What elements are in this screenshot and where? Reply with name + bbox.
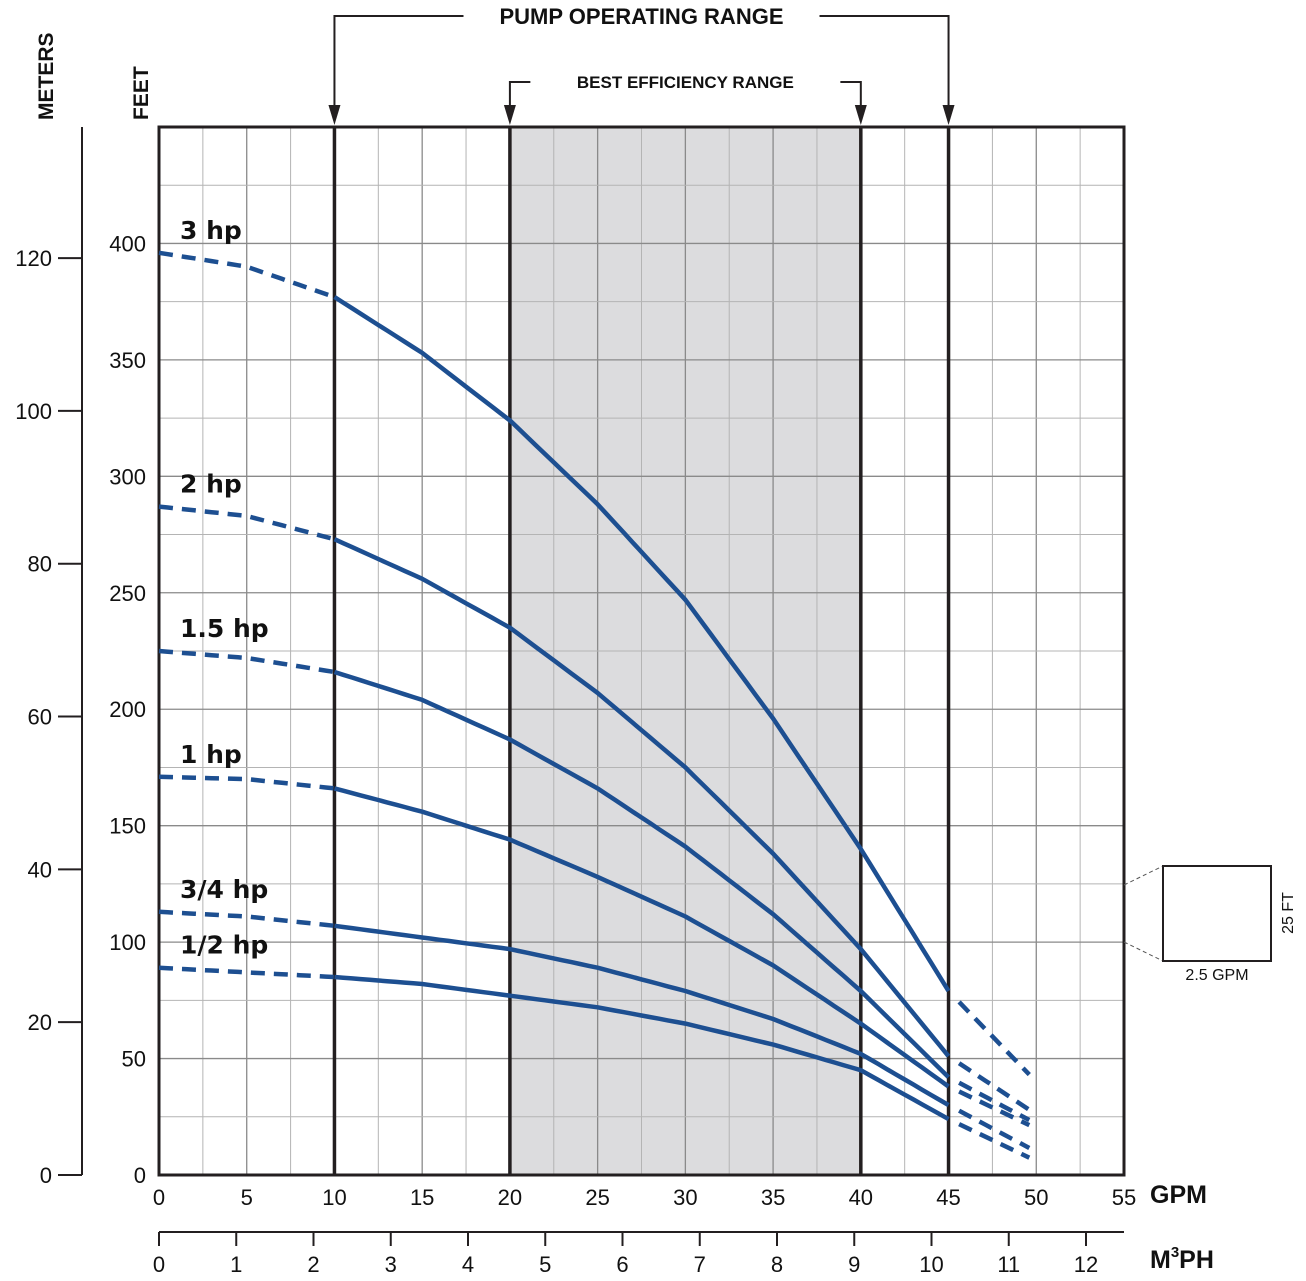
hp-label: 3 hp <box>180 216 242 245</box>
curve-dashed-start <box>158 774 335 791</box>
legend-guide-bottom <box>1123 941 1164 962</box>
x-m3ph-axis-title-suffix: PH <box>1179 1246 1214 1274</box>
curve-solid <box>334 923 950 1108</box>
hp-label: 1 hp <box>180 740 242 769</box>
x-gpm-tick-label: 0 <box>153 1185 165 1210</box>
y-meters-tick-label: 20 <box>28 1010 52 1035</box>
best-efficiency-bracket-right <box>840 81 862 121</box>
y-meters-axis-title: METERS <box>35 32 58 120</box>
x-gpm-tick-label: 55 <box>1112 1185 1136 1210</box>
x-m3ph-tick-label: 8 <box>771 1252 783 1277</box>
x-m3ph-tick-label: 4 <box>462 1252 474 1277</box>
curve-solid <box>333 537 951 1058</box>
legend-square <box>1162 865 1272 962</box>
y-feet-tick-label: 250 <box>109 581 146 606</box>
curve-dashed-start <box>158 648 335 675</box>
curve-dashed-start <box>158 965 335 980</box>
x-m3ph-tick-label: 0 <box>153 1252 165 1277</box>
curve-solid <box>334 974 950 1122</box>
curve-solid <box>333 669 951 1079</box>
curve-dashed-end <box>958 1080 1031 1122</box>
curve-dashed-end <box>958 1122 1031 1160</box>
y-meters-tick-label: 0 <box>40 1163 52 1188</box>
curve-dashed-end <box>957 1000 1031 1077</box>
x-gpm-tick-label: 50 <box>1024 1185 1048 1210</box>
hp-label: 2 hp <box>180 470 242 499</box>
y-meters-tick-label: 100 <box>15 399 52 424</box>
curve-solid <box>333 786 950 1089</box>
curve-dashed-start <box>158 909 335 929</box>
grid-lines <box>159 127 1124 1175</box>
curve-dashed-end <box>958 1108 1031 1150</box>
x-m3ph-tick-label: 9 <box>848 1252 860 1277</box>
x-gpm-tick-label: 45 <box>936 1185 960 1210</box>
hp-label: 1/2 hp <box>180 931 268 960</box>
x-gpm-axis-title: GPM <box>1150 1181 1207 1209</box>
operating-range-bracket-right <box>819 15 950 121</box>
x-m3ph-tick-label: 7 <box>694 1252 706 1277</box>
x-m3ph-tick-label: 10 <box>919 1252 943 1277</box>
x-gpm-tick-label: 35 <box>761 1185 785 1210</box>
x-gpm-tick-label: 40 <box>849 1185 873 1210</box>
x-gpm-tick-label: 25 <box>585 1185 609 1210</box>
curve-dashed-end <box>958 1089 1031 1128</box>
axes: 0501001502002503003504000204060801001200… <box>15 127 1136 1277</box>
x-m3ph-axis-title-base: M <box>1150 1246 1171 1274</box>
performance-curves <box>158 250 1031 1160</box>
bracket-arrow <box>854 105 867 125</box>
x-gpm-tick-label: 20 <box>498 1185 522 1210</box>
y-feet-tick-label: 200 <box>109 697 146 722</box>
x-m3ph-axis-title: M3PH <box>1150 1244 1214 1274</box>
x-m3ph-axis-title-sup: 3 <box>1171 1244 1179 1261</box>
curve-dashed-start <box>158 250 336 300</box>
x-m3ph-tick-label: 5 <box>539 1252 551 1277</box>
y-feet-axis-title: FEET <box>130 66 153 120</box>
bracket-arrow <box>328 105 341 125</box>
y-feet-tick-label: 350 <box>109 348 146 373</box>
curve-dashed-start <box>158 504 336 542</box>
x-m3ph-tick-label: 3 <box>385 1252 397 1277</box>
x-m3ph-tick-label: 2 <box>307 1252 319 1277</box>
range-lines <box>332 127 951 1175</box>
y-meters-tick-label: 120 <box>15 246 52 271</box>
x-m3ph-tick-label: 12 <box>1074 1252 1098 1277</box>
bracket-arrow <box>942 105 955 125</box>
y-meters-tick-label: 40 <box>28 857 52 882</box>
range-annotations <box>328 15 955 125</box>
scale-legend: 2.5 GPM 25 FT <box>1123 865 1297 984</box>
best-efficiency-bracket-left <box>508 81 531 121</box>
bracket-arrow <box>503 105 516 125</box>
hp-label: 3/4 hp <box>180 875 268 904</box>
x-m3ph-tick-label: 6 <box>616 1252 628 1277</box>
y-feet-tick-label: 100 <box>109 930 146 955</box>
hp-labels: 3 hp 2 hp 1.5 hp 1 hp 3/4 hp 1/2 hp <box>180 216 269 960</box>
y-feet-tick-label: 400 <box>109 231 146 256</box>
x-gpm-tick-label: 30 <box>673 1185 697 1210</box>
operating-range-bracket-left <box>333 15 464 121</box>
y-feet-tick-label: 150 <box>109 814 146 839</box>
legend-guide-top <box>1123 865 1164 886</box>
curve-dashed-end <box>957 1061 1031 1112</box>
y-meters-tick-label: 80 <box>28 552 52 577</box>
legend-ft-label: 25 FT <box>1280 892 1297 934</box>
pump-operating-range-label: PUMP OPERATING RANGE <box>500 4 784 29</box>
x-gpm-tick-label: 15 <box>410 1185 434 1210</box>
y-feet-tick-label: 50 <box>122 1047 146 1072</box>
x-m3ph-tick-label: 11 <box>997 1252 1020 1277</box>
hp-label: 1.5 hp <box>180 614 269 643</box>
legend-gpm-label: 2.5 GPM <box>1185 967 1248 984</box>
best-efficiency-range-label: BEST EFFICIENCY RANGE <box>577 73 794 92</box>
x-gpm-tick-label: 10 <box>322 1185 346 1210</box>
curve-solid <box>333 295 951 993</box>
y-feet-tick-label: 0 <box>134 1163 146 1188</box>
y-feet-tick-label: 300 <box>109 464 146 489</box>
x-gpm-tick-label: 5 <box>241 1185 253 1210</box>
y-meters-tick-label: 60 <box>28 705 52 730</box>
x-m3ph-tick-label: 1 <box>230 1252 242 1277</box>
